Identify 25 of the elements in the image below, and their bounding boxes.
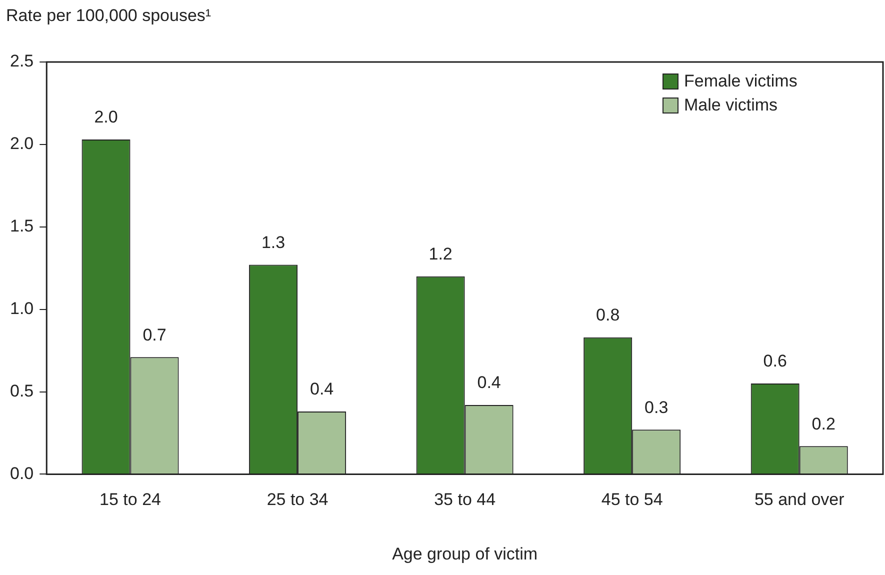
data-label: 0.7 [142, 325, 166, 344]
legend-label: Male victims [684, 96, 778, 115]
y-axis-title: Rate per 100,000 spouses¹ [6, 6, 212, 26]
x-tick-label: 45 to 54 [601, 490, 663, 510]
x-tick-label: 35 to 44 [434, 490, 496, 510]
data-label: 0.4 [310, 380, 334, 399]
data-label: 1.2 [428, 244, 452, 264]
data-label: 0.2 [812, 414, 836, 434]
legend-label: Female victims [684, 72, 798, 91]
data-label: 2.0 [94, 108, 118, 127]
y-tick-label: 1.5 [10, 216, 34, 236]
x-axis-title: Age group of victim [392, 544, 538, 564]
data-label: 1.3 [261, 232, 286, 252]
y-tick-label: 2.0 [10, 134, 34, 154]
y-tick-label: 0.5 [10, 381, 34, 400]
y-tick-label: 1.0 [10, 299, 34, 318]
data-label: 0.3 [644, 398, 668, 417]
y-tick-label: 0.0 [10, 464, 34, 483]
x-tick-label: 25 to 34 [266, 490, 328, 510]
x-tick-label: 15 to 24 [100, 490, 161, 510]
data-label: 0.4 [477, 373, 501, 392]
x-tick-label: 55 and over [754, 490, 845, 510]
data-label: 0.6 [763, 352, 787, 371]
data-label: 0.8 [596, 306, 620, 325]
y-tick-label: 2.5 [10, 52, 34, 71]
